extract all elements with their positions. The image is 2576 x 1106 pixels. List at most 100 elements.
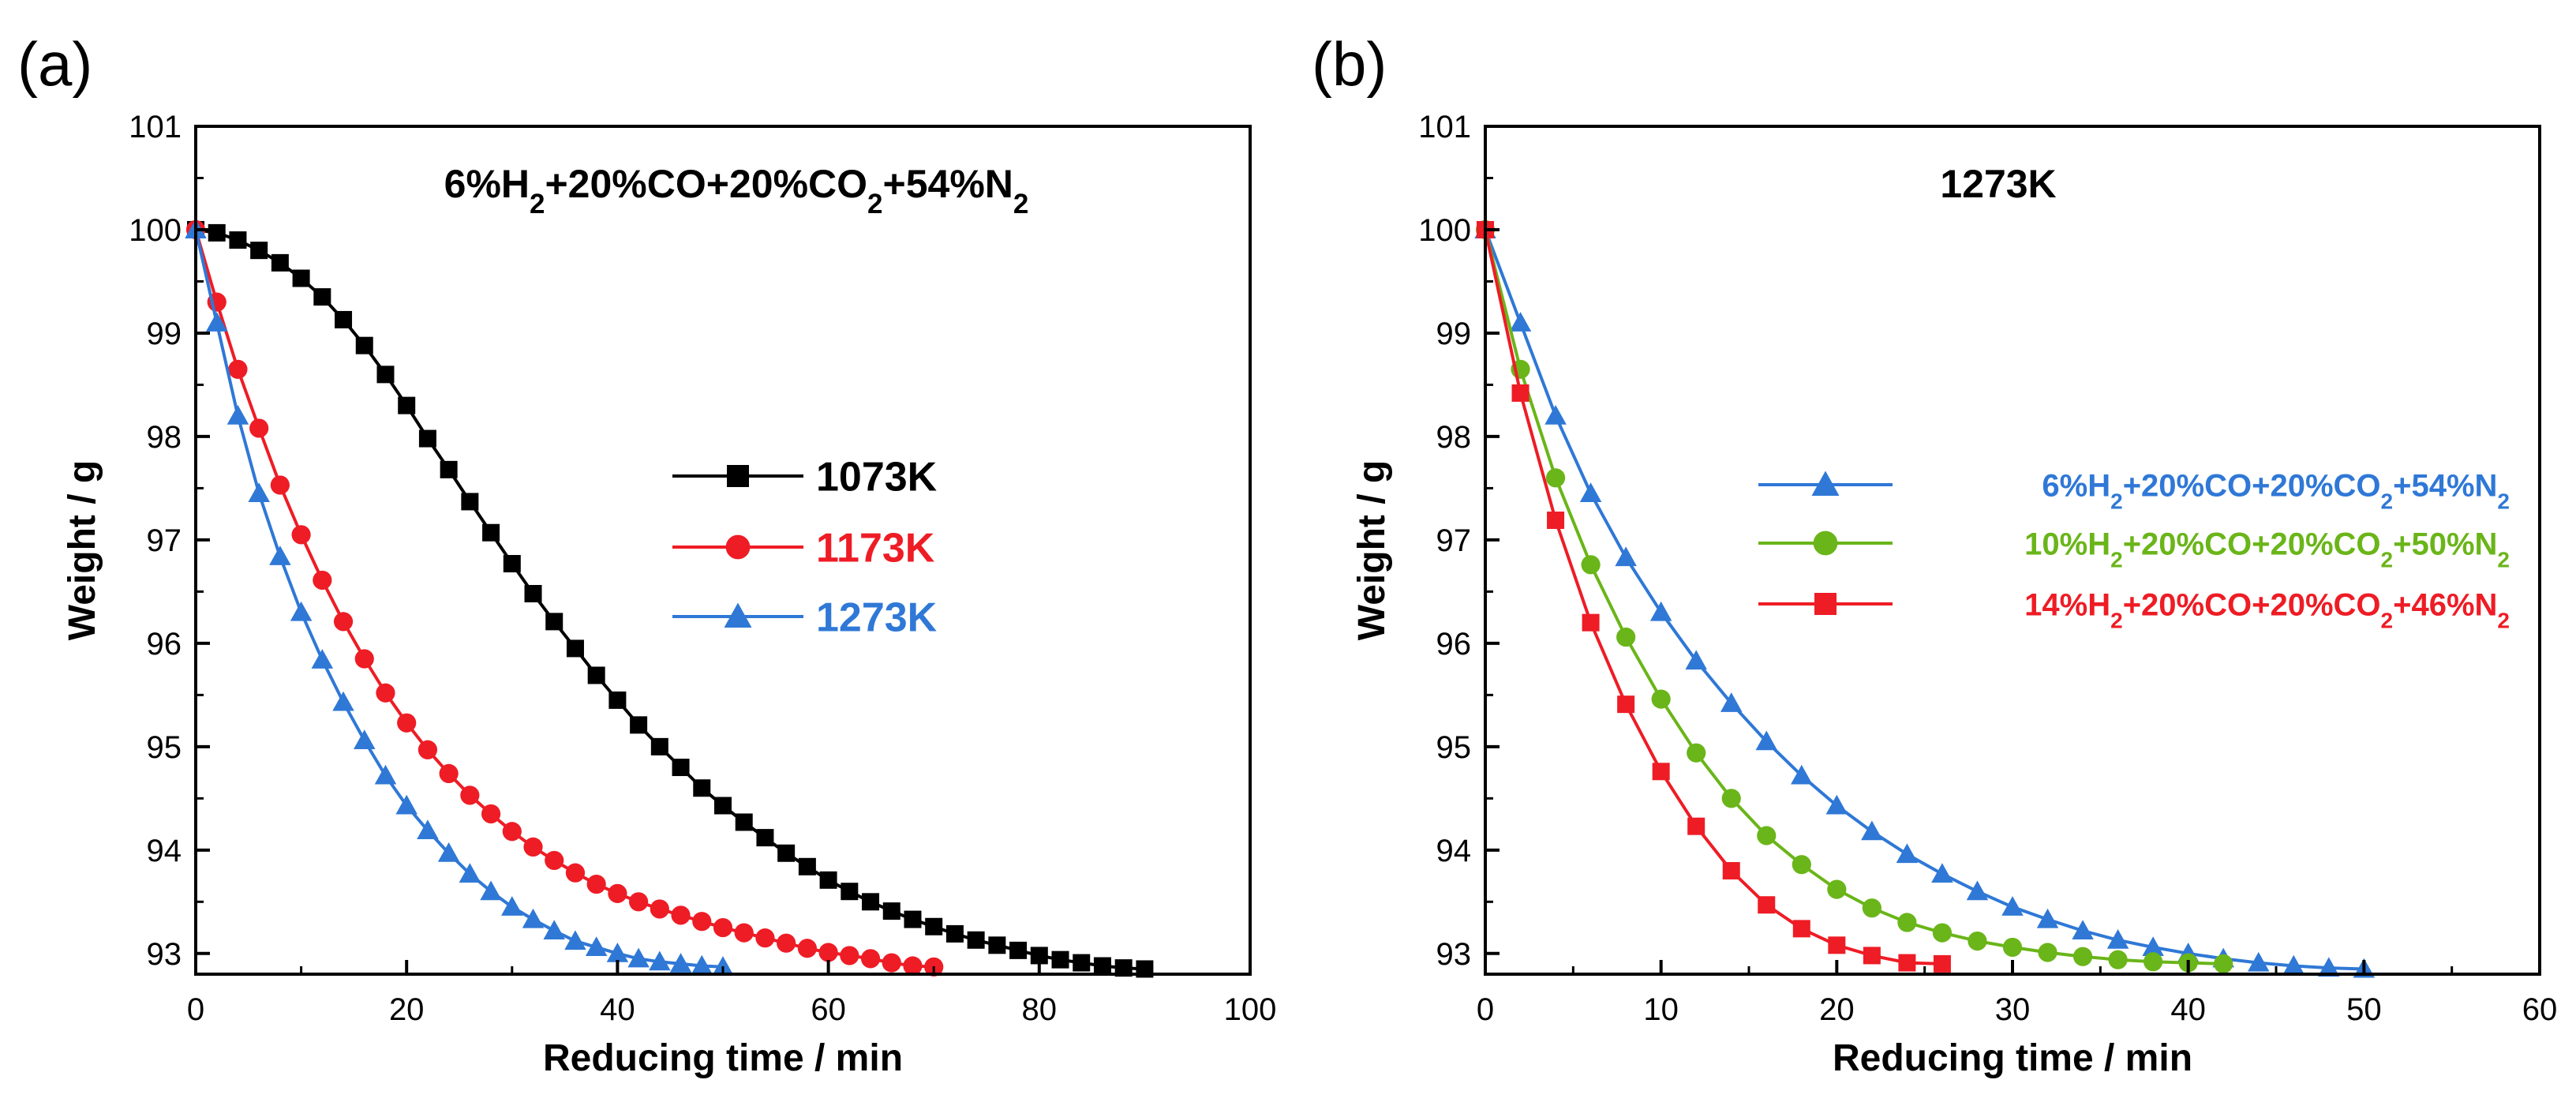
data-point <box>335 310 353 328</box>
x-axis-label: Reducing time / min <box>543 1037 903 1079</box>
y-axis-label: Weight / g <box>1351 460 1393 640</box>
x-tick-label: 100 <box>1224 992 1277 1027</box>
legend-entry: 1273K <box>672 595 938 641</box>
data-point <box>882 902 900 920</box>
data-point <box>627 947 650 968</box>
data-point <box>271 253 289 272</box>
data-point <box>629 892 649 912</box>
data-point <box>291 525 311 545</box>
data-point <box>565 863 586 883</box>
data-point <box>818 943 838 962</box>
data-point <box>1931 863 1953 883</box>
data-point <box>671 905 691 925</box>
data-point <box>1757 826 1777 845</box>
data-point <box>840 946 859 965</box>
data-point <box>1862 898 1881 918</box>
data-point <box>2038 943 2057 962</box>
data-point <box>501 896 523 916</box>
data-point <box>1968 931 1987 951</box>
data-point <box>1687 817 1705 835</box>
data-point <box>480 880 502 901</box>
data-point <box>777 844 796 862</box>
data-point <box>1863 947 1881 965</box>
data-point <box>862 893 880 911</box>
data-point <box>2318 957 2340 977</box>
data-point <box>1933 954 1951 973</box>
x-axis-label: Reducing time / min <box>1833 1037 2192 1079</box>
data-point <box>1009 941 1028 959</box>
data-point <box>1861 820 1883 841</box>
data-point <box>841 883 859 901</box>
data-point <box>482 523 500 542</box>
data-point <box>205 312 228 332</box>
legend-marker <box>724 602 752 628</box>
data-point <box>313 288 331 306</box>
series-1 <box>187 220 1154 978</box>
series-line <box>194 229 724 969</box>
data-point <box>1615 546 1637 567</box>
data-point <box>714 797 732 815</box>
data-point <box>332 691 354 711</box>
y-tick-label: 99 <box>147 317 182 351</box>
data-point <box>1792 855 1811 875</box>
data-point <box>524 585 542 603</box>
data-point <box>543 920 565 939</box>
data-point <box>734 923 754 943</box>
data-point <box>481 804 501 824</box>
data-point <box>437 842 460 862</box>
data-point <box>608 883 627 903</box>
data-point <box>585 936 608 956</box>
panel-label: (a) <box>17 29 92 99</box>
legend-marker <box>1811 471 1840 496</box>
data-point <box>566 639 584 658</box>
data-point <box>522 908 545 928</box>
data-point <box>1582 613 1600 632</box>
data-point <box>270 475 290 495</box>
data-point <box>777 933 796 953</box>
data-point <box>355 336 373 354</box>
legend-entry: 1173K <box>672 526 935 572</box>
data-point <box>1651 689 1671 709</box>
data-point <box>1547 512 1565 530</box>
data-point <box>2002 937 2023 958</box>
data-point <box>545 613 564 631</box>
data-point <box>1579 482 1602 502</box>
series-line <box>1484 229 2224 965</box>
data-point <box>1545 468 1566 488</box>
legend-label: 1173K <box>816 526 935 572</box>
data-point <box>2142 936 2164 956</box>
legend-entry: 1073K <box>672 455 938 501</box>
data-point <box>692 912 712 932</box>
data-point <box>523 837 543 857</box>
data-point <box>1030 947 1048 965</box>
data-point <box>395 794 417 815</box>
data-point <box>461 493 479 511</box>
data-point <box>1792 920 1810 938</box>
x-tick-label: 50 <box>2346 992 2382 1027</box>
data-point <box>374 764 397 785</box>
data-point <box>860 949 881 969</box>
legend-label: 10%H2+20%CO+20%CO2+50%N2 <box>2024 527 2510 572</box>
panel-label: (b) <box>1312 29 1387 99</box>
legend-entry: 6%H2+20%CO+20%CO2+54%N2 <box>1758 468 2510 513</box>
chart-panel-b: (b) 0 10 20 30 40 50 60 93 94 95 96 97 98 99 100 101 Redu… <box>1312 29 2557 1079</box>
y-tick-label: 99 <box>1436 317 1472 351</box>
x-tick-label: 40 <box>600 992 635 1027</box>
legend-marker <box>725 534 751 560</box>
data-point <box>311 649 334 669</box>
data-point <box>1720 692 1743 712</box>
data-point <box>630 716 648 734</box>
plot-frame <box>194 125 1252 976</box>
data-point <box>712 956 734 976</box>
data-point <box>1511 384 1530 402</box>
x-tick-label: 60 <box>2522 992 2558 1027</box>
data-point <box>2214 954 2233 974</box>
data-point <box>228 359 248 379</box>
x-tick-label: 20 <box>389 992 425 1027</box>
data-point <box>1685 650 1707 670</box>
data-point <box>925 917 943 935</box>
data-point <box>988 936 1006 954</box>
data-point <box>333 612 354 632</box>
data-point <box>1073 954 1091 972</box>
data-point <box>691 954 713 975</box>
